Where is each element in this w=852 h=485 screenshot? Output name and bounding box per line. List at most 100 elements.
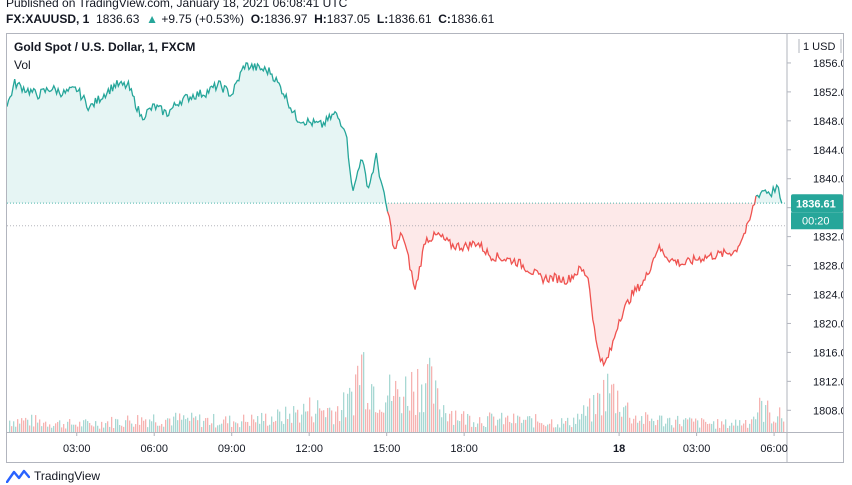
volume-bar <box>271 416 273 432</box>
volume-bar <box>469 415 471 432</box>
volume-bar <box>115 418 117 432</box>
volume-bar <box>771 423 773 432</box>
chart-panel[interactable]: 1808.00 1812.00 1816.00 1820.00 1824.00 1828.… <box>6 33 844 463</box>
volume-bar <box>285 406 287 432</box>
price-tick-label: 1832.00 <box>813 232 843 244</box>
volume-bar <box>511 423 513 432</box>
volume-bar <box>101 421 103 432</box>
time-tick-label: 06:00 <box>760 443 788 455</box>
volume-bar <box>321 410 323 432</box>
volume-bar <box>483 425 485 432</box>
volume-bar <box>407 405 409 432</box>
volume-bar <box>395 380 397 432</box>
volume-bar <box>299 422 301 432</box>
volume-bar <box>373 386 375 432</box>
volume-bar <box>57 421 59 432</box>
volume-bar <box>49 424 51 432</box>
volume-bar <box>765 405 767 432</box>
volume-bar <box>639 420 641 432</box>
volume-bar <box>479 417 481 432</box>
volume-bar <box>513 413 515 432</box>
volume-bar <box>445 413 447 432</box>
volume-bar <box>345 417 347 432</box>
volume-bar <box>139 424 141 432</box>
volume-bar <box>189 420 191 432</box>
open-label: O: <box>250 12 265 26</box>
volume-bar <box>655 425 657 432</box>
volume-bar <box>643 423 645 432</box>
close-label: C: <box>438 12 451 26</box>
volume-bar <box>353 415 355 432</box>
volume-bar <box>677 415 679 432</box>
volume-bar <box>647 414 649 432</box>
volume-bar <box>399 396 401 432</box>
volume-bar <box>385 402 387 432</box>
volume-bar <box>615 413 617 432</box>
volume-bar <box>601 415 603 432</box>
volume-bar <box>673 427 675 432</box>
price-line <box>7 61 389 212</box>
volume-bar <box>121 425 123 432</box>
high-label: H: <box>314 12 327 26</box>
volume-bar <box>509 421 511 432</box>
volume-bar <box>265 413 267 432</box>
volume-bar <box>555 427 557 432</box>
volume-bar <box>387 395 389 432</box>
volume-bar <box>341 410 343 432</box>
volume-bar <box>235 422 237 432</box>
volume-bar <box>55 423 57 432</box>
countdown-label: 00:20 <box>802 215 830 227</box>
volume-bar <box>567 417 569 432</box>
volume-bar <box>307 411 309 432</box>
volume-bar <box>349 387 351 432</box>
volume-bar <box>201 427 203 432</box>
time-tick-label: 03:00 <box>683 443 711 455</box>
change-value: +9.75 (+0.53%) <box>161 12 245 26</box>
volume-bar <box>715 428 717 432</box>
volume-bar <box>393 395 395 432</box>
volume-bar <box>735 419 737 432</box>
volume-bar <box>505 417 507 432</box>
volume-bar <box>581 413 583 432</box>
volume-bar <box>397 389 399 432</box>
volume-bar <box>409 410 411 432</box>
volume-bar <box>141 417 143 432</box>
volume-bar <box>443 405 445 432</box>
volume-bar <box>257 416 259 432</box>
volume-bar <box>419 412 421 432</box>
volume-bar <box>415 414 417 432</box>
volume-bar <box>465 424 467 432</box>
volume-bar <box>233 421 235 432</box>
volume-bar <box>135 424 137 432</box>
volume-bar <box>699 427 701 432</box>
chart-legend-title: Gold Spot / U.S. Dollar, 1, FXCM <box>14 40 196 54</box>
price-tick-label: 1844.00 <box>813 145 843 157</box>
time-tick-label: 12:00 <box>295 443 323 455</box>
volume-bar <box>519 416 521 432</box>
volume-bar <box>69 419 71 432</box>
volume-bar <box>133 426 135 432</box>
volume-bar <box>151 421 153 432</box>
volume-bar <box>575 423 577 432</box>
volume-bar <box>531 418 533 432</box>
volume-bar <box>503 424 505 432</box>
volume-bar <box>645 412 647 432</box>
volume-bar <box>315 413 317 432</box>
volume-bar <box>33 426 35 432</box>
volume-bar <box>633 418 635 432</box>
volume-bar <box>241 421 243 432</box>
volume-bar <box>171 425 173 432</box>
volume-bar <box>389 374 391 432</box>
volume-bar <box>471 426 473 432</box>
volume-bar <box>403 396 405 432</box>
volume-bar <box>117 419 119 432</box>
volume-bar <box>727 428 729 432</box>
volume-bar <box>377 412 379 432</box>
volume-bar <box>175 412 177 432</box>
volume-bar <box>337 406 339 432</box>
volume-bar <box>553 427 555 432</box>
volume-bar <box>73 424 75 432</box>
volume-bar <box>277 409 279 432</box>
price-chart[interactable]: 1808.00 1812.00 1816.00 1820.00 1824.00 1828.… <box>7 34 843 462</box>
volume-bar <box>363 352 365 432</box>
